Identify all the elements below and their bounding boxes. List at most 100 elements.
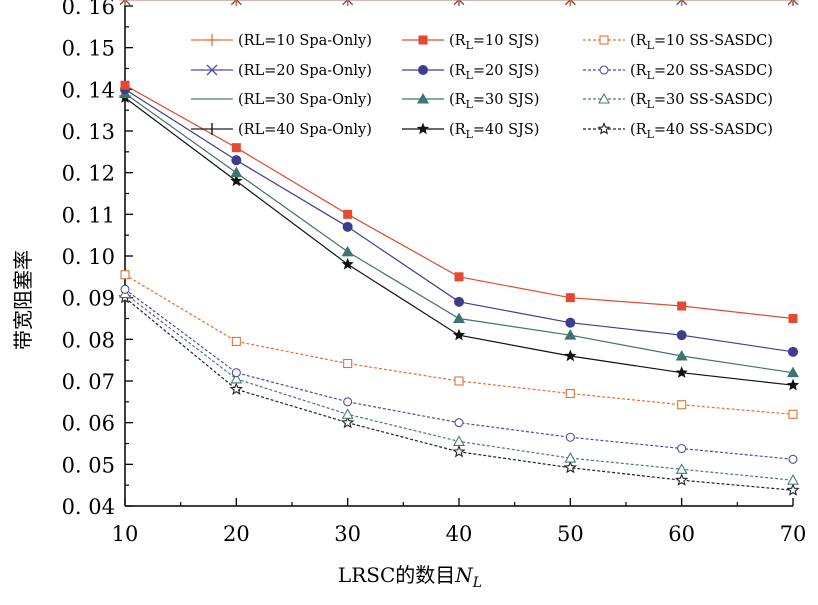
data-point — [340, 415, 355, 429]
legend-entry-5: (RL=10 SJS) — [402, 33, 539, 52]
series-10 — [120, 284, 798, 464]
data-point — [343, 397, 353, 407]
series-1 — [119, 0, 799, 6]
data-point — [231, 336, 241, 346]
data-point — [564, 451, 577, 463]
data-point — [120, 284, 130, 294]
x-tick-label: 20 — [223, 522, 250, 546]
data-point — [230, 0, 243, 6]
y-tick-label: 0. 05 — [62, 453, 115, 477]
data-point — [341, 0, 354, 6]
data-point — [788, 314, 798, 323]
data-point — [231, 368, 241, 378]
data-point — [230, 166, 243, 178]
data-point — [565, 432, 575, 442]
legend-marker — [418, 65, 428, 75]
legend-marker — [598, 92, 610, 104]
series-9 — [120, 270, 798, 419]
y-tick-label: 0. 14 — [62, 78, 115, 102]
y-tick-label: 0. 06 — [62, 412, 115, 436]
data-point — [343, 358, 353, 369]
data-point — [675, 350, 688, 361]
data-point — [787, 474, 799, 485]
data-point — [677, 443, 687, 454]
data-point — [454, 418, 464, 428]
legend-label: (RL=40 SS-SASDC) — [630, 122, 773, 141]
data-point — [674, 473, 689, 486]
y-tick-label: 0. 13 — [62, 120, 115, 144]
data-point — [342, 0, 354, 6]
legend: (RL=10 Spa-Only) (RL=20 Spa-Only) (RL=30 S… — [191, 33, 773, 141]
data-point — [788, 409, 798, 419]
data-point — [677, 301, 687, 311]
legend-marker — [417, 93, 429, 104]
data-point — [231, 155, 242, 166]
data-point — [453, 435, 465, 446]
data-point — [787, 0, 799, 6]
series-line — [124, 274, 794, 415]
legend-entry-3: (RL=30 Spa-Only) — [191, 92, 372, 108]
legend-marker — [416, 122, 430, 135]
legend-label: (RL=20 SJS) — [449, 63, 539, 82]
y-tick-label: 0. 08 — [62, 328, 115, 352]
y-tick-label: 0. 12 — [62, 162, 115, 186]
axis-ticks: 10 20 30 40 50 60 70 0. 04 0. 05 0. 06 0. 07 0. 08 0… — [62, 0, 807, 546]
data-point — [120, 270, 130, 280]
data-point — [341, 408, 354, 419]
legend-entry-7: (RL=30 SJS) — [402, 92, 539, 111]
x-axis-title: LRSC的数目NL — [338, 563, 482, 591]
data-point — [452, 444, 466, 458]
data-point — [230, 372, 243, 384]
y-tick-label: 0. 11 — [62, 203, 115, 227]
data-point — [787, 366, 799, 378]
legend-label: (RL=40 SJS) — [449, 122, 539, 141]
data-point — [564, 0, 577, 6]
data-point — [343, 209, 353, 219]
data-point — [786, 483, 800, 496]
data-point — [453, 0, 465, 6]
data-point — [565, 293, 575, 303]
data-point — [454, 272, 464, 282]
data-point — [788, 346, 798, 357]
legend-label: (RL=30 SS-SASDC) — [630, 92, 773, 111]
y-tick-label: 0. 15 — [62, 37, 115, 61]
axis-titles: LRSC的数目NL 带宽阻塞率 — [11, 250, 482, 591]
series-11 — [119, 287, 799, 485]
data-point — [675, 0, 688, 6]
data-point — [119, 0, 131, 6]
series-line — [124, 84, 794, 320]
legend-entry-6: (RL=20 SJS) — [402, 63, 539, 82]
legend-entry-2: (RL=20 Spa-Only) — [191, 63, 372, 79]
y-tick-label: 0. 10 — [62, 245, 115, 269]
series-line — [124, 297, 794, 491]
legend-entry-9: (RL=10 SS-SASDC) — [583, 33, 773, 52]
data-point — [786, 378, 800, 391]
data-point — [787, 0, 799, 6]
data-point — [342, 221, 353, 232]
y-tick-label: 0. 16 — [62, 0, 115, 19]
y-tick-label: 0. 09 — [62, 287, 115, 311]
data-point — [229, 382, 244, 396]
data-point — [341, 257, 354, 270]
data-point — [230, 174, 243, 187]
legend-marker — [418, 35, 428, 45]
data-point — [563, 460, 578, 474]
x-tick-label: 60 — [668, 522, 695, 546]
data-point — [120, 80, 130, 90]
data-point — [230, 0, 242, 6]
series-2 — [119, 0, 799, 6]
data-point — [231, 143, 241, 153]
legend-entry-4: (RL=40 Spa-Only) — [191, 122, 372, 138]
data-point — [564, 349, 577, 362]
legend-label: (RL=10 Spa-Only) — [238, 33, 372, 49]
x-tick-label: 10 — [112, 522, 139, 546]
legend-label: (RL=20 Spa-Only) — [238, 63, 372, 79]
data-point — [341, 245, 354, 257]
plot-axes — [124, 6, 793, 507]
data-point — [453, 0, 465, 6]
data-point — [676, 330, 687, 341]
legend-entry-10: (RL=20 SS-SASDC) — [583, 63, 773, 82]
legend-entry-8: (RL=40 SJS) — [402, 122, 539, 141]
legend-marker — [599, 65, 609, 75]
